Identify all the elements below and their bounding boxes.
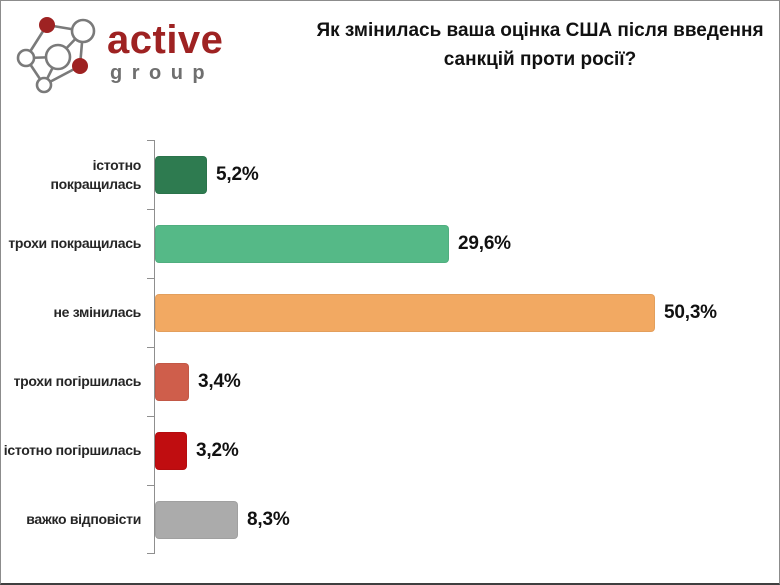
category-label: не змінилась	[53, 304, 141, 321]
axis-tick	[147, 485, 155, 486]
bar-significantly-worsened	[155, 431, 187, 470]
bar-significantly-improved	[155, 155, 207, 194]
axis-tick	[147, 416, 155, 417]
category-label: трохи погіршилась	[13, 373, 142, 390]
axis-tick	[147, 347, 155, 348]
logo-word-active: active	[107, 17, 224, 62]
bar-not-changed	[155, 293, 655, 332]
axis-tick	[147, 553, 155, 554]
category-label: трохи покращилась	[8, 235, 141, 252]
category-label: істотно погіршилась	[3, 442, 142, 459]
network-graph-icon	[16, 17, 96, 94]
value-label: 5,2%	[216, 163, 259, 185]
value-label: 29,6%	[458, 232, 511, 254]
bar-hard-to-answer	[155, 500, 238, 539]
chart-row: істотно покращилась 5,2%	[1, 140, 779, 209]
axis-tick	[147, 140, 155, 141]
value-label: 3,4%	[198, 370, 241, 392]
chart-title: Як змінилась ваша оцінка США після введе…	[316, 20, 764, 70]
logo-word-group: group	[110, 61, 215, 84]
category-label: важко відповісти	[26, 511, 141, 528]
value-label: 8,3%	[247, 508, 290, 530]
chart-row: істотно погіршилась 3,2%	[1, 416, 779, 485]
chart-row: важко відповісти 8,3%	[1, 485, 779, 554]
bar-slightly-improved	[155, 224, 449, 263]
axis-tick	[147, 209, 155, 210]
active-group-logo: active group	[9, 5, 223, 97]
chart-row: трохи покращилась 29,6%	[1, 209, 779, 278]
category-label: істотно покращилась	[50, 156, 141, 192]
axis-tick	[147, 278, 155, 279]
value-label: 3,2%	[196, 439, 239, 461]
value-label: 50,3%	[664, 301, 717, 323]
logo-text: active group	[107, 20, 223, 85]
chart-row: не змінилась 50,3%	[1, 278, 779, 347]
chart-row: трохи погіршилась 3,4%	[1, 347, 779, 416]
bar-slightly-worsened	[155, 362, 189, 401]
